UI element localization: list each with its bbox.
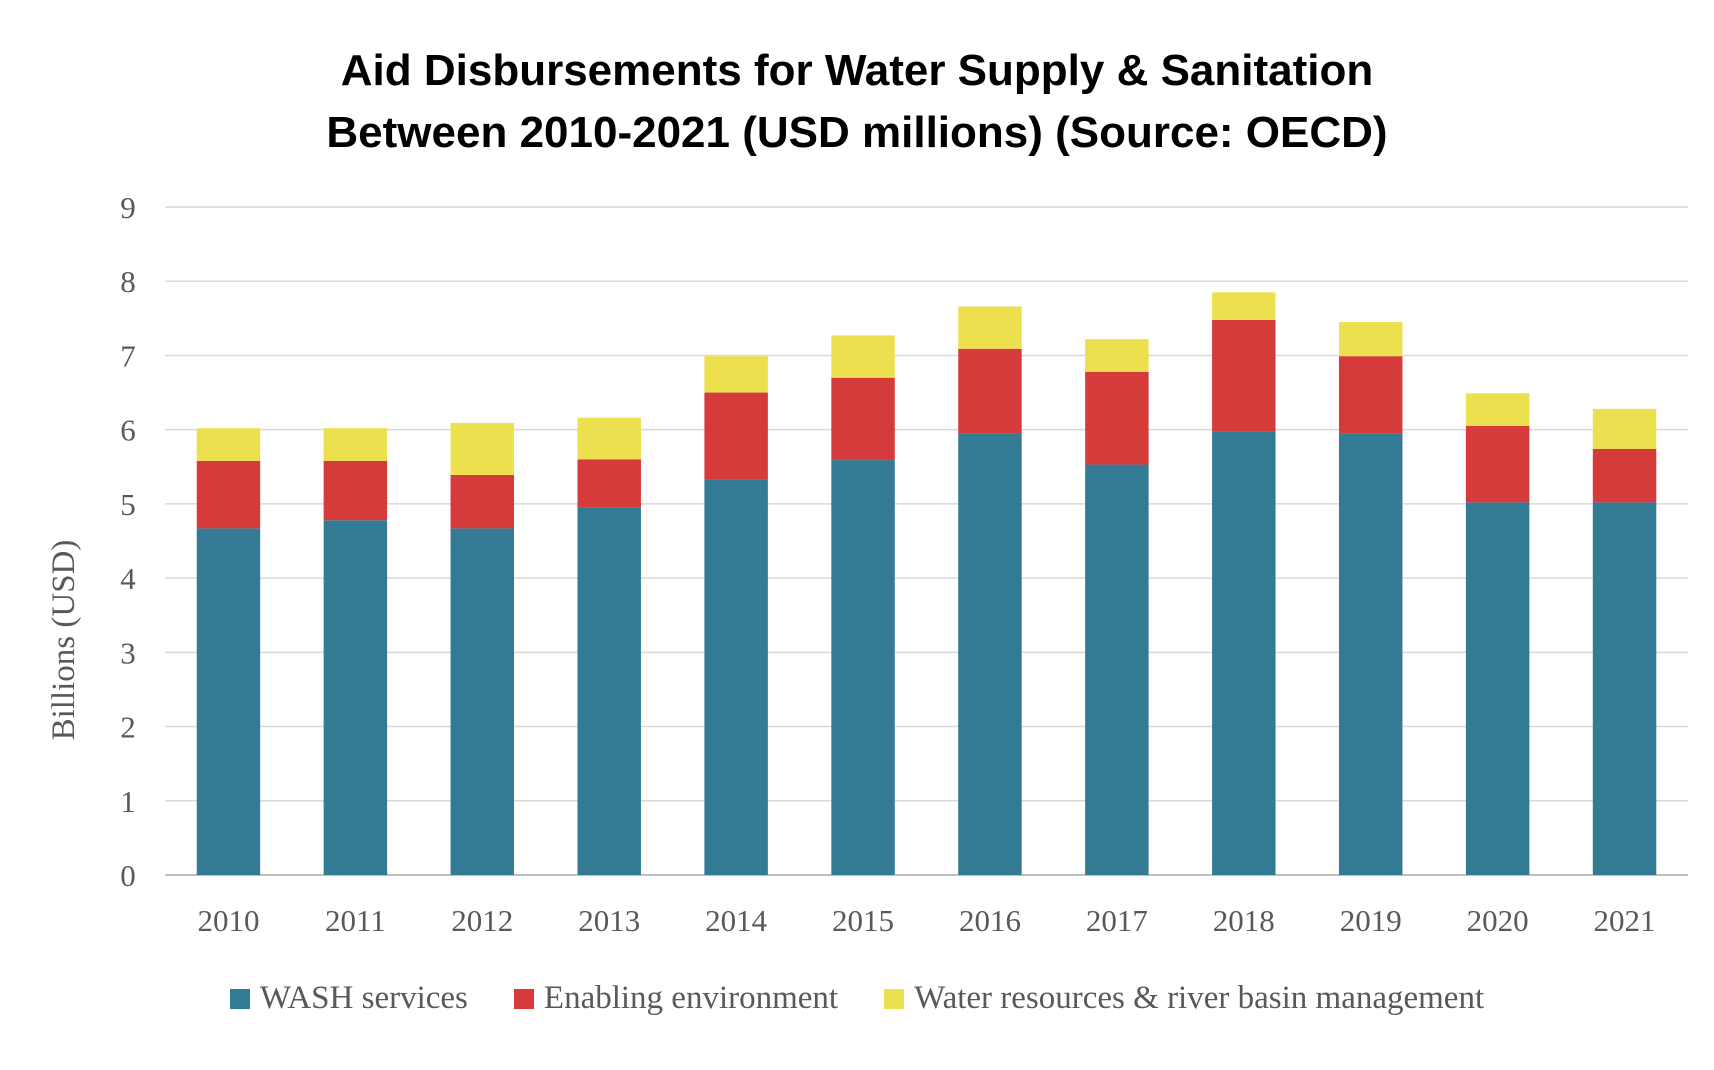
bar-water-resources-2015 xyxy=(831,335,895,378)
bar-enabling-environment-2012 xyxy=(450,474,515,529)
y-tick-label: 1 xyxy=(120,784,136,819)
legend-item: WASH services xyxy=(229,980,468,1017)
y-tick-label: 0 xyxy=(120,858,136,893)
bar-water-resources-2014 xyxy=(704,356,768,393)
y-tick-label: 9 xyxy=(120,190,136,225)
bar-enabling-environment-2015 xyxy=(831,377,895,461)
gridlines xyxy=(165,206,1688,876)
x-tick-label: 2021 xyxy=(1594,903,1656,938)
x-tick-label: 2017 xyxy=(1086,903,1148,938)
bar-enabling-environment-2011 xyxy=(323,460,388,521)
bar-water-resources-2012 xyxy=(450,422,515,475)
bar-enabling-environment-2010 xyxy=(196,460,261,529)
bar-water-resources-2021 xyxy=(1592,408,1657,449)
x-axis-ticks: 2010 2011 2012 2013 2014 2015 2016 2017 2018 2019… xyxy=(197,903,1655,938)
bar-enabling-environment-2017 xyxy=(1085,371,1149,465)
legend-swatch xyxy=(229,988,250,1009)
legend-swatch xyxy=(884,988,905,1009)
bar-wash-services-2021 xyxy=(1592,502,1657,875)
y-tick-label: 8 xyxy=(120,264,136,299)
bar-wash-services-2014 xyxy=(704,479,768,875)
bar-enabling-environment-2019 xyxy=(1338,356,1403,434)
legend-swatch xyxy=(513,988,534,1009)
chart-title-line-1: Aid Disbursements for Water Supply & San… xyxy=(340,46,1374,95)
bar-wash-services-2010 xyxy=(196,528,261,875)
legend-item: Water resources & river basin management xyxy=(884,980,1484,1017)
bar-wash-services-2019 xyxy=(1338,433,1403,875)
x-tick-label: 2018 xyxy=(1213,903,1275,938)
bar-enabling-environment-2013 xyxy=(577,459,641,508)
x-tick-label: 2016 xyxy=(959,903,1021,938)
bar-wash-services-2013 xyxy=(577,507,641,875)
bar-enabling-environment-2014 xyxy=(704,392,768,480)
bar-enabling-environment-2020 xyxy=(1465,425,1530,503)
bar-wash-services-2015 xyxy=(831,460,895,875)
legend-label: Water resources & river basin management xyxy=(914,980,1485,1016)
legend-item: Enabling environment xyxy=(513,980,839,1017)
x-tick-label: 2020 xyxy=(1467,903,1529,938)
bar-water-resources-2010 xyxy=(196,428,261,461)
bar-wash-services-2018 xyxy=(1212,431,1276,875)
y-axis-title: Billions (USD) xyxy=(46,540,82,741)
y-tick-label: 3 xyxy=(120,635,136,670)
chart-legend: WASH services Enabling environment Water r… xyxy=(0,980,1714,1017)
bar-water-resources-2020 xyxy=(1465,393,1530,426)
bar-water-resources-2011 xyxy=(323,428,388,461)
bar-enabling-environment-2018 xyxy=(1212,319,1276,432)
x-tick-label: 2015 xyxy=(832,903,894,938)
y-tick-label: 2 xyxy=(120,710,136,745)
y-tick-label: 4 xyxy=(120,561,136,596)
bar-wash-services-2011 xyxy=(323,520,388,875)
bars xyxy=(196,292,1657,875)
bar-enabling-environment-2016 xyxy=(958,348,1022,434)
bar-wash-services-2020 xyxy=(1465,502,1530,875)
bar-water-resources-2018 xyxy=(1212,292,1276,320)
bar-water-resources-2019 xyxy=(1338,322,1403,357)
bar-water-resources-2013 xyxy=(577,417,641,460)
legend-label: WASH services xyxy=(259,980,468,1016)
bar-wash-services-2012 xyxy=(450,528,515,875)
legend-label: Enabling environment xyxy=(543,980,839,1016)
y-tick-label: 7 xyxy=(120,338,136,373)
chart-title: Aid Disbursements for Water Supply & San… xyxy=(0,40,1714,164)
x-tick-label: 2019 xyxy=(1340,903,1402,938)
y-tick-label: 6 xyxy=(120,413,136,448)
y-tick-label: 5 xyxy=(120,487,136,522)
chart-title-line-2: Between 2010-2021 (USD millions) (Source… xyxy=(326,108,1388,157)
x-tick-label: 2011 xyxy=(325,903,386,938)
bar-water-resources-2016 xyxy=(958,306,1022,349)
x-tick-label: 2012 xyxy=(451,903,513,938)
bar-wash-services-2016 xyxy=(958,433,1022,875)
bar-wash-services-2017 xyxy=(1085,464,1149,875)
bar-enabling-environment-2021 xyxy=(1592,448,1657,503)
x-tick-label: 2010 xyxy=(197,903,259,938)
x-tick-label: 2014 xyxy=(705,903,768,938)
bar-water-resources-2017 xyxy=(1085,339,1149,372)
x-tick-label: 2013 xyxy=(578,903,640,938)
y-axis-ticks: 0 1 2 3 4 5 6 7 8 9 xyxy=(120,190,136,893)
